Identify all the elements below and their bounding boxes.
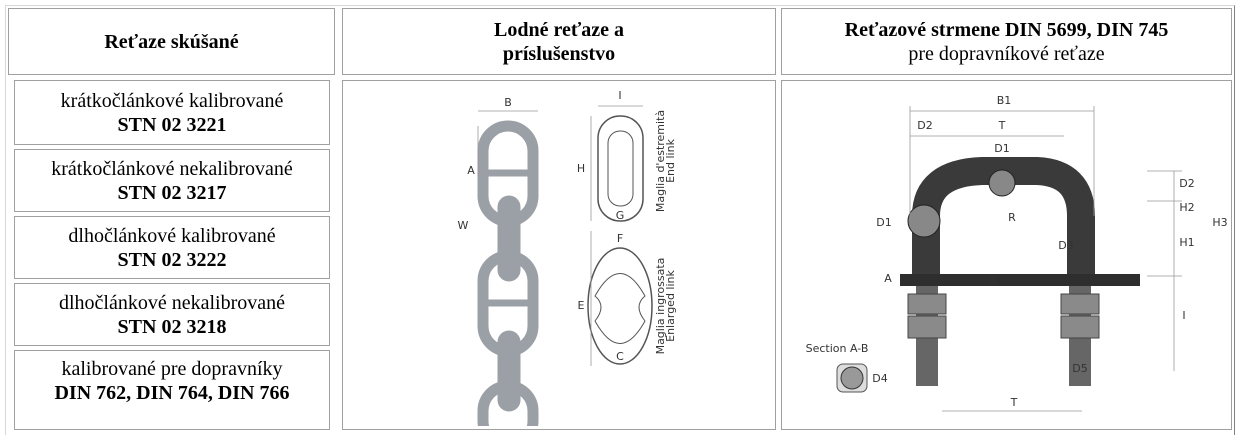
header-cell: Reťazové strmene DIN 5699, DIN 745 pre d… (781, 8, 1232, 75)
row-standard: STN 02 3218 (117, 315, 227, 338)
figure-label: C (616, 350, 624, 363)
nut (1060, 315, 1100, 339)
image-cell: B1 D2 T D1 D2 H2 H3 D1 R D3 H1 A B I Sec… (781, 80, 1232, 430)
header-subtitle: pre dopravníkové reťaze (908, 42, 1105, 65)
figure-label: I (1182, 309, 1185, 322)
row-cell: dlhočlánkové kalibrované STN 02 3222 (14, 216, 330, 279)
row-standard: STN 02 3222 (117, 248, 227, 271)
figure-label: H (577, 162, 585, 175)
chain (477, 120, 539, 435)
chain-link (477, 380, 539, 435)
shackle-body (912, 157, 1095, 276)
header-cell: Reťaze skúšané (8, 8, 335, 75)
figure-label: D2 (917, 119, 932, 132)
end-link-outline (597, 115, 644, 222)
shackle-figure: B1 D2 T D1 D2 H2 H3 D1 R D3 H1 A B I Sec… (806, 94, 1228, 412)
table (5, 5, 1235, 435)
ship-chain-figure: B A W I H G Maglia d'estremità End link … (458, 89, 677, 435)
section-circle (840, 366, 864, 390)
nut (907, 293, 947, 315)
row-standard: DIN 762, DIN 764, DIN 766 (54, 382, 290, 404)
figure-label: F (617, 232, 623, 245)
figure-label: D5 (1072, 362, 1087, 375)
row-cell: dlhočlánkové nekalibrované STN 02 3218 (14, 283, 330, 346)
figure-label: H3 (1212, 216, 1227, 229)
figure-label: G (616, 209, 625, 222)
figure-label: D1 (876, 216, 891, 229)
figure-label: D4 (872, 372, 887, 385)
row-standard: STN 02 3221 (117, 113, 227, 136)
studs (488, 169, 528, 307)
figure-label: D1 (994, 142, 1009, 155)
row-name: krátkočlánkové nekalibrované (51, 157, 293, 180)
row-standard: STN 02 3217 (117, 181, 227, 204)
plate (900, 274, 1140, 286)
header-title: Reťazové strmene DIN 5699, DIN 745 (844, 18, 1169, 41)
figure-label: H1 (1179, 236, 1194, 249)
figure-label: B (504, 96, 512, 109)
figure-label: Enlarged link (664, 270, 677, 342)
section-circle (907, 204, 941, 238)
figure-label: End link (664, 138, 677, 182)
figure-label: Maglia d'estremità (654, 110, 667, 212)
figure-label: B (990, 274, 998, 287)
image-cell: B A W I H G Maglia d'estremità End link … (342, 80, 776, 435)
section-circle (988, 169, 1016, 197)
figure-label: A (467, 164, 475, 177)
figure-label: H2 (1179, 201, 1194, 214)
figure-label: I (618, 89, 621, 102)
header-title: Reťaze skúšané (104, 30, 239, 53)
figure-label: T (1010, 396, 1018, 409)
row-cell: krátkočlánkové nekalibrované STN 02 3217 (14, 149, 330, 212)
row-cell: krátkočlánkové kalibrované STN 02 3221 (14, 80, 330, 145)
chain-link (497, 330, 521, 412)
figure-label: D3 (1058, 239, 1073, 252)
row-cell: kalibrované pre dopravníky DIN 762, DIN … (14, 350, 330, 430)
enlarged-link-outline (587, 247, 653, 365)
enlarged-link-outline (594, 273, 646, 344)
dimension-lines (909, 106, 1182, 412)
nut (1060, 293, 1100, 315)
nut (907, 315, 947, 339)
figure-label: A (884, 272, 892, 285)
figure-label: W (458, 219, 469, 232)
page: {"table": { "header": [ {"title": "Reťaz… (5, 5, 1235, 435)
row-name: dlhočlánkové kalibrované (68, 224, 276, 247)
header-title: Lodné reťaze a príslušenstvo (493, 18, 625, 65)
figure-label: B1 (997, 94, 1012, 107)
figure-label: R (1008, 211, 1016, 224)
figure-label: Maglia ingrossata (654, 258, 667, 355)
figure-label: Section A-B (806, 342, 869, 355)
row-name: dlhočlánkové nekalibrované (58, 291, 286, 314)
chain-link (497, 195, 521, 282)
dimension-lines (477, 105, 643, 366)
header-cell: Lodné reťaze a príslušenstvo (342, 8, 776, 75)
row-name: krátkočlánkové kalibrované (60, 89, 284, 112)
figure-label: E (578, 299, 585, 312)
figure-label: D2 (1179, 177, 1194, 190)
row-name: kalibrované pre dopravníky (61, 358, 283, 380)
figure-label: T (998, 119, 1006, 132)
end-link-outline (607, 130, 634, 207)
